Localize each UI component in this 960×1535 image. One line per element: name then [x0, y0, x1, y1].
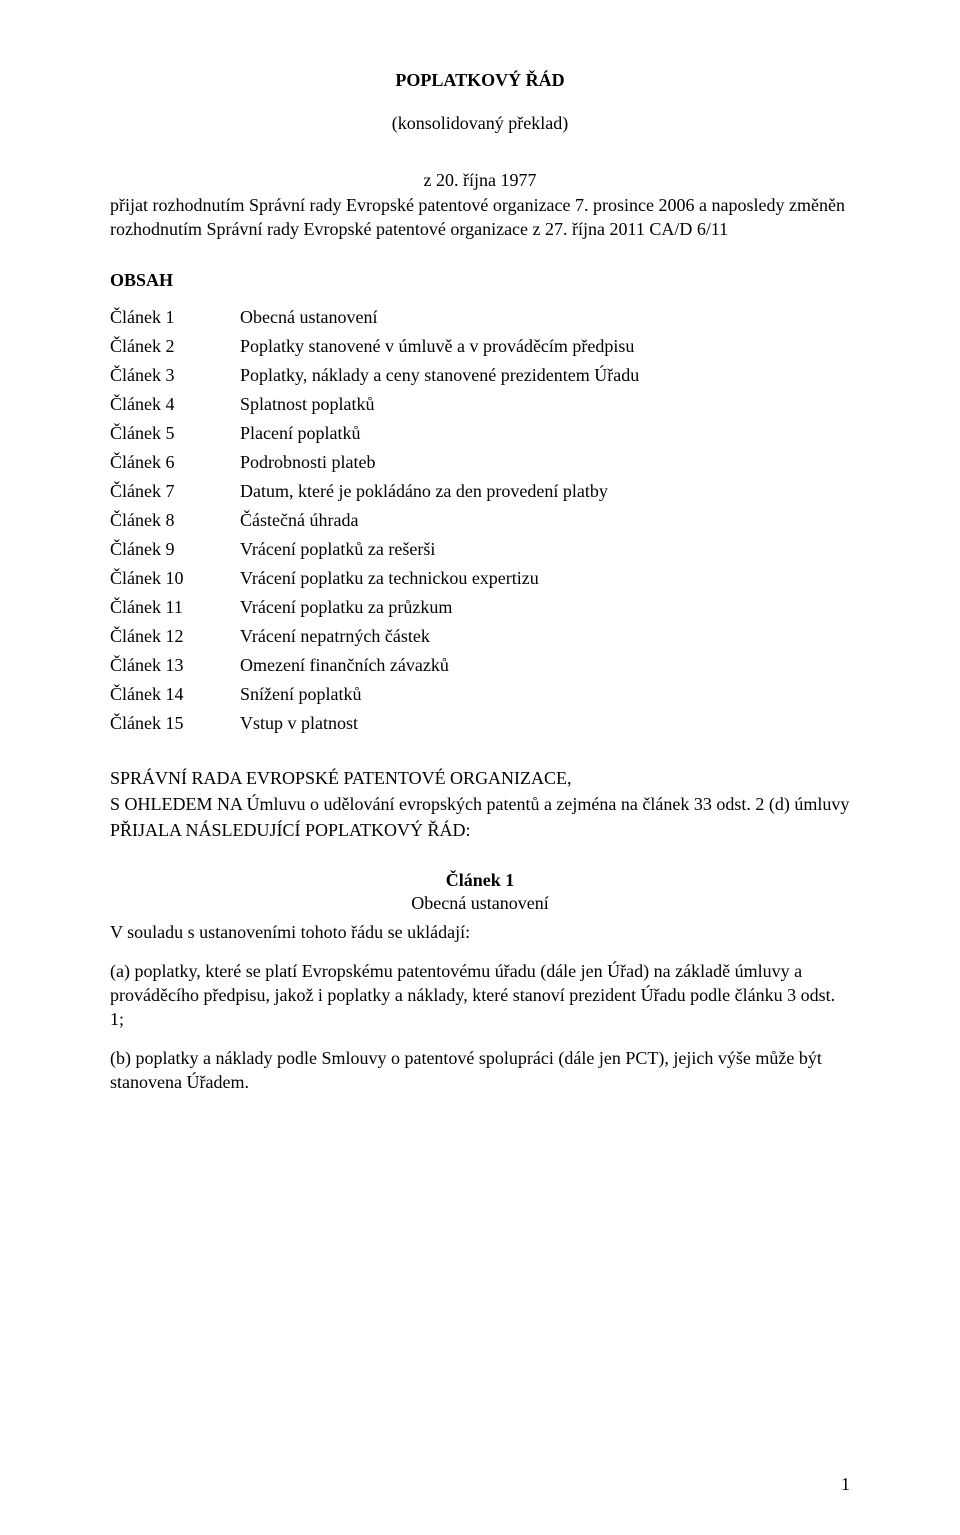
- toc-num: Článek 4: [110, 390, 240, 419]
- toc-num: Článek 11: [110, 593, 240, 622]
- toc-row: Článek 11Vrácení poplatku za průzkum: [110, 593, 639, 622]
- toc-label: Snížení poplatků: [240, 680, 639, 709]
- toc-label: Částečná úhrada: [240, 506, 639, 535]
- adoption-date: z 20. října 1977: [110, 170, 850, 191]
- toc-row: Článek 1Obecná ustanovení: [110, 303, 639, 332]
- preamble-line: PŘIJALA NÁSLEDUJÍCÍ POPLATKOVÝ ŘÁD:: [110, 818, 850, 842]
- toc-label: Vrácení nepatrných částek: [240, 622, 639, 651]
- preamble-line: S OHLEDEM NA Úmluvu o udělování evropský…: [110, 792, 850, 816]
- toc-row: Článek 5Placení poplatků: [110, 419, 639, 448]
- toc-num: Článek 1: [110, 303, 240, 332]
- toc-row: Článek 9Vrácení poplatků za rešerši: [110, 535, 639, 564]
- toc-num: Článek 7: [110, 477, 240, 506]
- toc-row: Článek 13Omezení finančních závazků: [110, 651, 639, 680]
- toc-label: Splatnost poplatků: [240, 390, 639, 419]
- toc-row: Článek 8Částečná úhrada: [110, 506, 639, 535]
- toc-num: Článek 9: [110, 535, 240, 564]
- toc-table: Článek 1Obecná ustanovení Článek 2Poplat…: [110, 303, 639, 738]
- toc-label: Poplatky, náklady a ceny stanovené prezi…: [240, 361, 639, 390]
- toc-label: Datum, které je pokládáno za den provede…: [240, 477, 639, 506]
- document-page: POPLATKOVÝ ŘÁD (konsolidovaný překlad) z…: [0, 0, 960, 1535]
- toc-label: Podrobnosti plateb: [240, 448, 639, 477]
- preamble: SPRÁVNÍ RADA EVROPSKÉ PATENTOVÉ ORGANIZA…: [110, 766, 850, 843]
- article-1-intro: V souladu s ustanoveními tohoto řádu se …: [110, 920, 850, 944]
- toc-num: Článek 6: [110, 448, 240, 477]
- toc-num: Článek 3: [110, 361, 240, 390]
- toc-row: Článek 15Vstup v platnost: [110, 709, 639, 738]
- toc-label: Vrácení poplatků za rešerši: [240, 535, 639, 564]
- toc-label: Obecná ustanovení: [240, 303, 639, 332]
- toc-row: Článek 12Vrácení nepatrných částek: [110, 622, 639, 651]
- adoption-text: přijat rozhodnutím Správní rady Evropské…: [110, 193, 850, 242]
- toc-num: Článek 15: [110, 709, 240, 738]
- toc-row: Článek 2Poplatky stanovené v úmluvě a v …: [110, 332, 639, 361]
- toc-heading: OBSAH: [110, 270, 850, 291]
- toc-num: Článek 10: [110, 564, 240, 593]
- toc-num: Článek 2: [110, 332, 240, 361]
- toc-num: Článek 13: [110, 651, 240, 680]
- toc-row: Článek 7Datum, které je pokládáno za den…: [110, 477, 639, 506]
- preamble-line: SPRÁVNÍ RADA EVROPSKÉ PATENTOVÉ ORGANIZA…: [110, 766, 850, 790]
- toc-row: Článek 4Splatnost poplatků: [110, 390, 639, 419]
- toc-label: Vrácení poplatku za průzkum: [240, 593, 639, 622]
- toc-row: Článek 6Podrobnosti plateb: [110, 448, 639, 477]
- page-number: 1: [841, 1474, 850, 1495]
- toc-row: Článek 10Vrácení poplatku za technickou …: [110, 564, 639, 593]
- toc-row: Článek 3Poplatky, náklady a ceny stanove…: [110, 361, 639, 390]
- toc-label: Placení poplatků: [240, 419, 639, 448]
- toc-num: Článek 12: [110, 622, 240, 651]
- toc-num: Článek 14: [110, 680, 240, 709]
- article-1-item-b: (b) poplatky a náklady podle Smlouvy o p…: [110, 1046, 850, 1095]
- article-1-item-a: (a) poplatky, které se platí Evropskému …: [110, 959, 850, 1032]
- article-1-subheading: Obecná ustanovení: [110, 893, 850, 914]
- document-subtitle: (konsolidovaný překlad): [110, 113, 850, 134]
- toc-label: Poplatky stanovené v úmluvě a v prováděc…: [240, 332, 639, 361]
- toc-num: Článek 8: [110, 506, 240, 535]
- toc-row: Článek 14Snížení poplatků: [110, 680, 639, 709]
- toc-label: Vstup v platnost: [240, 709, 639, 738]
- toc-num: Článek 5: [110, 419, 240, 448]
- article-1-heading: Článek 1: [110, 870, 850, 891]
- toc-label: Vrácení poplatku za technickou expertizu: [240, 564, 639, 593]
- toc-label: Omezení finančních závazků: [240, 651, 639, 680]
- document-title: POPLATKOVÝ ŘÁD: [110, 70, 850, 91]
